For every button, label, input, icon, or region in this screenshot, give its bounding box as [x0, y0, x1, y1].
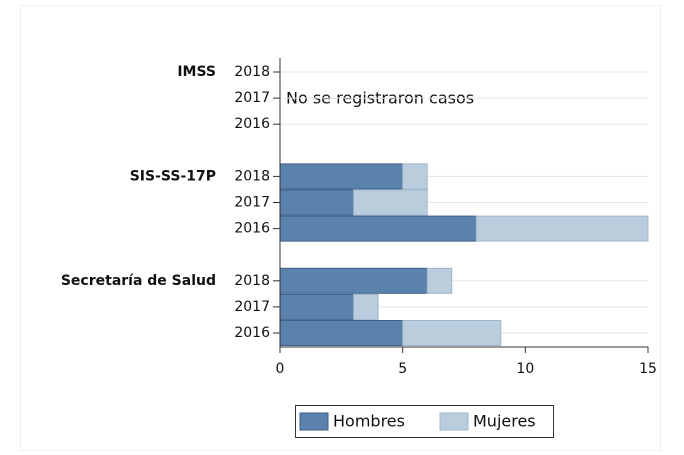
x-tick-label: 15	[639, 361, 657, 377]
y-tick-label: 2018	[234, 273, 270, 289]
y-tick-label: 2016	[234, 325, 270, 341]
bar-segment	[353, 189, 428, 216]
bar-segment	[475, 215, 649, 242]
legend-swatch	[439, 412, 469, 431]
bar-segment	[402, 163, 428, 190]
bar-segment	[402, 320, 502, 346]
group-label: SIS-SS-17P	[130, 168, 216, 184]
bar-segment	[279, 189, 355, 216]
bar-segment	[279, 267, 428, 294]
y-tick-label: 2016	[234, 221, 270, 237]
x-tick-label: 5	[398, 361, 407, 377]
x-tick-label: 0	[276, 361, 285, 377]
group-label: IMSS	[177, 64, 216, 80]
bar-segment	[353, 293, 379, 320]
y-tick-label: 2017	[234, 299, 270, 315]
bar-segment	[279, 293, 355, 320]
y-tick-label: 2018	[234, 64, 270, 80]
bar-segment	[279, 215, 477, 242]
bar-segment	[426, 267, 453, 294]
y-tick-label: 2017	[234, 90, 270, 106]
legend-box	[295, 405, 554, 438]
y-tick-label: 2017	[234, 195, 270, 211]
legend-swatch	[299, 412, 329, 431]
y-tick-label: 2016	[234, 116, 270, 132]
bar-segment	[279, 163, 404, 190]
y-tick-label: 2018	[234, 168, 270, 184]
group-label: Secretaría de Salud	[61, 273, 216, 289]
legend-label: Mujeres	[473, 412, 536, 431]
x-tick-label: 10	[516, 361, 534, 377]
legend-label: Hombres	[333, 412, 405, 431]
bar-segment	[279, 320, 404, 346]
